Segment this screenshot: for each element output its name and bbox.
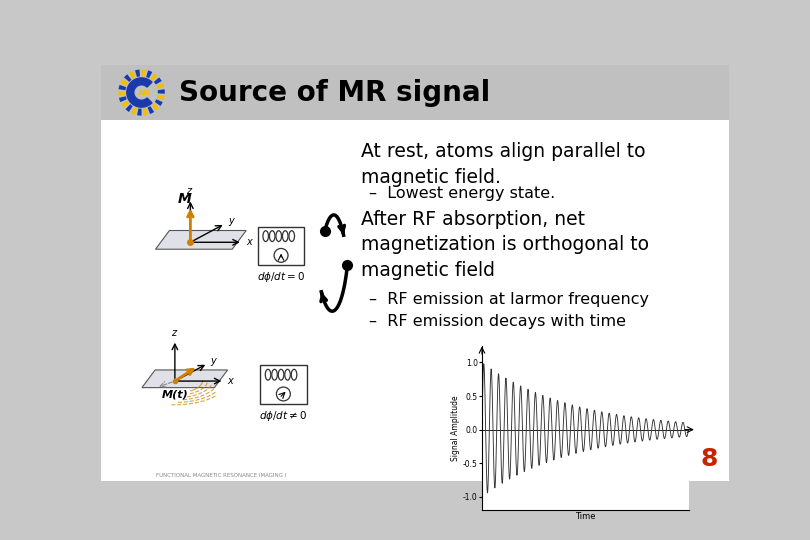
Ellipse shape	[270, 231, 275, 241]
Text: $d\phi/dt = 0$: $d\phi/dt = 0$	[257, 271, 305, 285]
Bar	[101, 65, 729, 120]
Wedge shape	[157, 95, 164, 100]
Text: z: z	[171, 328, 176, 338]
Text: $d\phi/dt \neq 0$: $d\phi/dt \neq 0$	[259, 409, 308, 423]
X-axis label: Time: Time	[575, 512, 595, 521]
Text: y: y	[228, 217, 234, 226]
Polygon shape	[142, 370, 228, 388]
Ellipse shape	[276, 231, 282, 241]
Wedge shape	[137, 109, 142, 116]
Wedge shape	[124, 75, 131, 82]
Ellipse shape	[283, 231, 288, 241]
Text: y: y	[211, 356, 216, 367]
Wedge shape	[131, 107, 137, 114]
Text: M(t): M(t)	[162, 389, 189, 400]
Bar	[260, 365, 307, 403]
Text: 8: 8	[700, 447, 718, 471]
Wedge shape	[129, 71, 135, 79]
Circle shape	[274, 248, 288, 262]
Ellipse shape	[272, 369, 277, 380]
Wedge shape	[146, 70, 152, 78]
Wedge shape	[143, 108, 148, 116]
Text: x: x	[228, 376, 233, 386]
Wedge shape	[126, 104, 133, 112]
Ellipse shape	[289, 231, 295, 241]
Ellipse shape	[285, 369, 290, 380]
Wedge shape	[121, 79, 128, 86]
Circle shape	[276, 387, 290, 401]
Ellipse shape	[292, 369, 296, 380]
Bar	[258, 226, 305, 265]
Wedge shape	[151, 103, 159, 111]
Text: x: x	[246, 237, 252, 247]
Text: Source of MR signal: Source of MR signal	[179, 78, 490, 106]
Text: FUNCTIONAL MAGNETIC RESONANCE IMAGING I: FUNCTIONAL MAGNETIC RESONANCE IMAGING I	[156, 472, 287, 478]
Text: –  RF emission at larmor frequency: – RF emission at larmor frequency	[369, 292, 649, 307]
Wedge shape	[122, 100, 130, 107]
Wedge shape	[142, 70, 146, 77]
Y-axis label: Signal Amplitude: Signal Amplitude	[451, 395, 460, 461]
Text: –  Lowest energy state.: – Lowest energy state.	[369, 186, 555, 201]
Wedge shape	[135, 70, 140, 77]
Wedge shape	[119, 96, 126, 102]
Text: –  RF emission decays with time: – RF emission decays with time	[369, 314, 625, 328]
Wedge shape	[155, 99, 163, 106]
Text: ABI: ABI	[138, 90, 151, 96]
Ellipse shape	[265, 369, 271, 380]
Text: z: z	[186, 186, 191, 197]
Wedge shape	[151, 73, 158, 81]
Ellipse shape	[279, 369, 284, 380]
Ellipse shape	[263, 231, 268, 241]
Wedge shape	[118, 85, 126, 90]
Wedge shape	[154, 77, 162, 84]
Bar	[101, 120, 729, 481]
Polygon shape	[156, 231, 246, 249]
Wedge shape	[158, 89, 164, 94]
Wedge shape	[118, 91, 126, 96]
Text: At rest, atoms align parallel to
magnetic field.: At rest, atoms align parallel to magneti…	[361, 142, 646, 186]
Wedge shape	[156, 83, 164, 89]
Text: After RF absorption, net
magnetization is orthogonal to
magnetic field: After RF absorption, net magnetization i…	[361, 210, 649, 280]
Polygon shape	[127, 78, 152, 107]
Wedge shape	[147, 106, 154, 114]
Text: M: M	[178, 192, 192, 206]
